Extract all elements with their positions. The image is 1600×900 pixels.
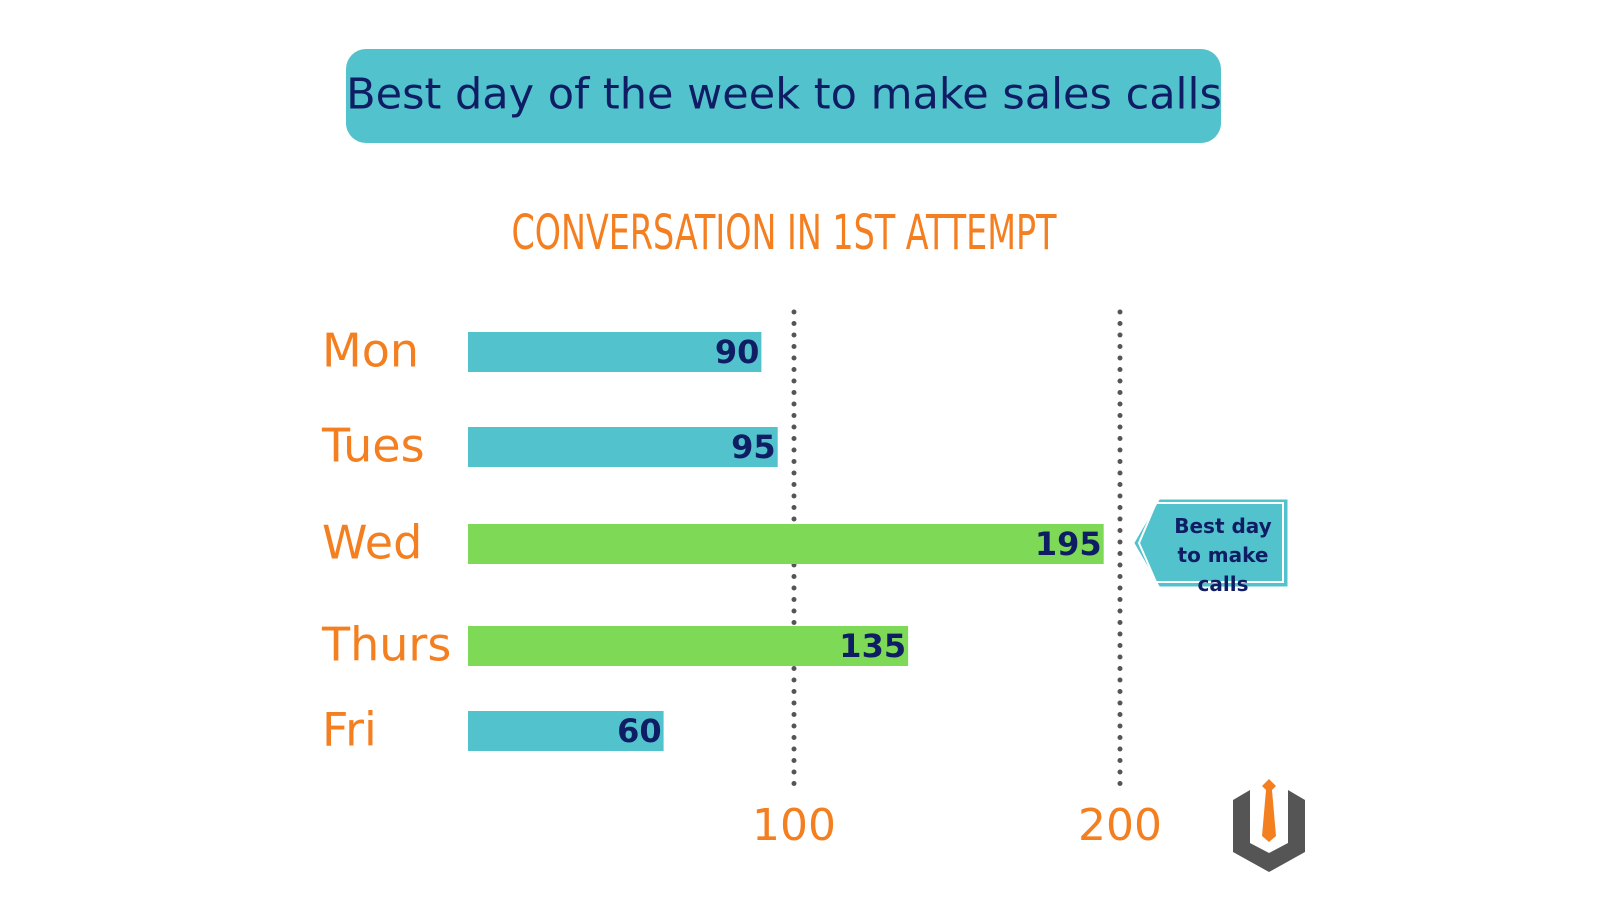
annotation: Best day to make calls (1174, 514, 1272, 596)
y-tick-label: Tues (321, 419, 425, 473)
title-box (346, 49, 1221, 143)
bar (468, 626, 909, 666)
bar (468, 524, 1104, 564)
bar (468, 711, 664, 751)
y-tick-label: Thurs (321, 618, 451, 672)
bar (468, 427, 778, 467)
value-label: 135 (839, 627, 906, 665)
annotation-border (1137, 502, 1284, 583)
chart-title: Best day of the week to make sales calls (346, 70, 1222, 120)
logo (1233, 779, 1305, 872)
y-tick-label: Wed (322, 516, 422, 570)
annotation-box (1134, 499, 1288, 587)
value-label: 90 (715, 333, 760, 371)
x-tick-label: 100 (752, 800, 836, 851)
value-label: 195 (1035, 525, 1102, 563)
logo-shape (1233, 790, 1305, 872)
y-tick-label: Fri (322, 703, 377, 757)
chart-subtitle: CONVERSATION IN 1ST ATTEMPT (512, 205, 1057, 261)
y-tick-label: Mon (322, 324, 419, 378)
value-label: 60 (617, 712, 662, 750)
value-label: 95 (731, 428, 776, 466)
x-tick-label: 200 (1078, 800, 1162, 851)
logo-tie (1262, 779, 1276, 842)
bar (468, 332, 762, 372)
